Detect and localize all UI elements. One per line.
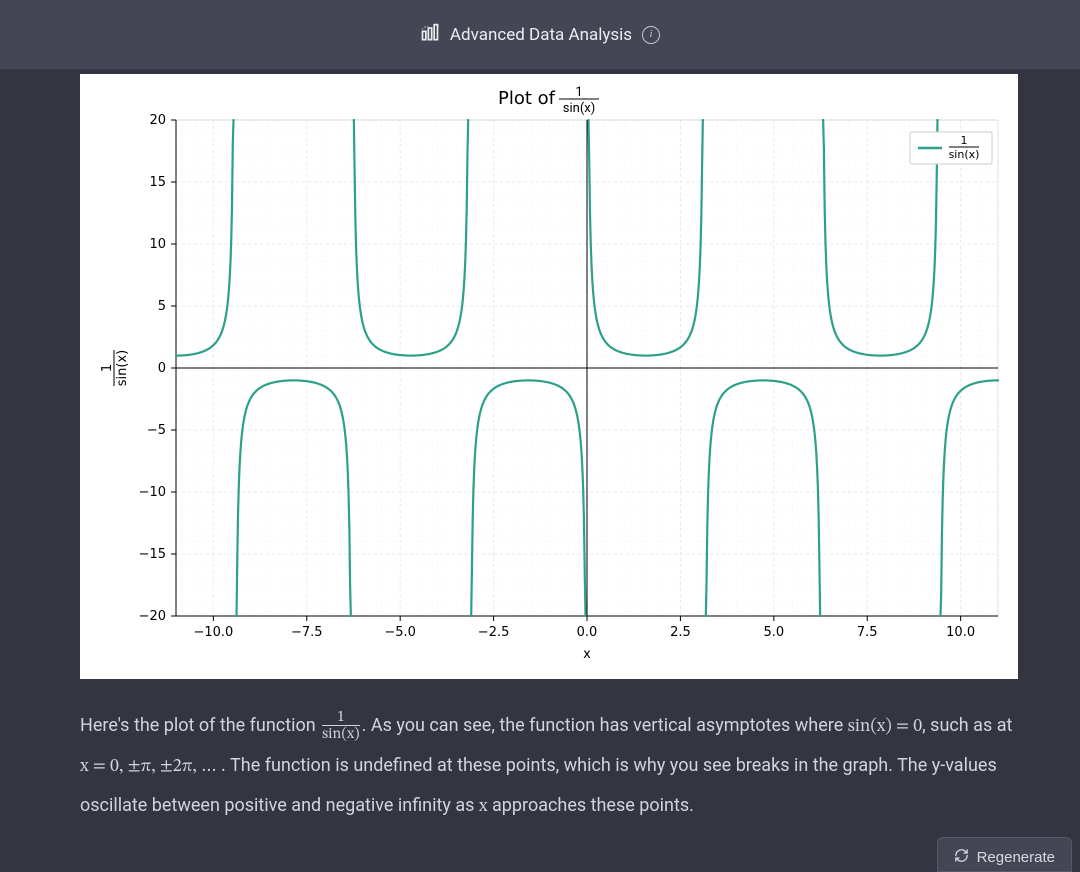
svg-text:x: x: [583, 647, 591, 662]
svg-text:sin(x): sin(x): [563, 101, 595, 116]
text-segment: . As you can see, the function has verti…: [362, 715, 848, 736]
regenerate-icon: [954, 848, 969, 867]
text-segment: approaches these points.: [488, 795, 694, 816]
chart-svg: −10.0 −7.5 −5.0 −2.5 0.0 2.5 5.0 7.5 10.0 −20 −15 −…: [80, 74, 1018, 679]
text-segment: , such as at: [922, 715, 1012, 736]
assistant-text: Here's the plot of the function 1 sin(x)…: [80, 707, 1018, 826]
svg-text:7.5: 7.5: [857, 625, 878, 640]
svg-text:0: 0: [158, 361, 166, 376]
svg-text:1: 1: [100, 364, 115, 372]
svg-text:sin(x): sin(x): [115, 350, 130, 386]
analysis-icon: [420, 23, 440, 47]
math-fraction: 1 sin(x): [320, 709, 361, 742]
svg-text:1: 1: [961, 134, 968, 147]
model-header: Advanced Data Analysis i: [0, 0, 1080, 70]
svg-text:−10: −10: [139, 485, 166, 500]
svg-text:−15: −15: [139, 547, 166, 562]
message-content: −10.0 −7.5 −5.0 −2.5 0.0 2.5 5.0 7.5 10.0 −20 −15 −…: [0, 74, 1080, 826]
math-inline: x = 0, ±π, ±2π, … .: [80, 758, 226, 776]
math-inline: x: [479, 798, 488, 816]
svg-text:10: 10: [149, 237, 166, 252]
svg-text:−2.5: −2.5: [478, 625, 510, 640]
svg-text:5: 5: [158, 299, 166, 314]
svg-text:20: 20: [149, 113, 166, 128]
math-inline: sin(x) = 0: [848, 718, 922, 736]
svg-text:5.0: 5.0: [763, 625, 784, 640]
svg-text:Plot of: Plot of: [498, 88, 556, 109]
svg-text:−10.0: −10.0: [193, 625, 233, 640]
svg-text:−5.0: −5.0: [384, 625, 416, 640]
info-icon[interactable]: i: [642, 26, 660, 44]
svg-text:−20: −20: [139, 609, 166, 624]
svg-text:1: 1: [575, 85, 582, 100]
svg-text:10.0: 10.0: [946, 625, 975, 640]
regenerate-button[interactable]: Regenerate: [937, 837, 1072, 872]
svg-text:0.0: 0.0: [577, 625, 598, 640]
text-segment: Here's the plot of the function: [80, 715, 320, 736]
svg-text:2.5: 2.5: [670, 625, 691, 640]
plot-image: −10.0 −7.5 −5.0 −2.5 0.0 2.5 5.0 7.5 10.0 −20 −15 −…: [80, 74, 1018, 679]
svg-text:−7.5: −7.5: [291, 625, 323, 640]
svg-text:15: 15: [149, 175, 166, 190]
regenerate-label: Regenerate: [977, 849, 1055, 866]
svg-text:sin(x): sin(x): [949, 148, 980, 161]
model-name: Advanced Data Analysis: [450, 25, 632, 45]
svg-text:−5: −5: [147, 423, 166, 438]
